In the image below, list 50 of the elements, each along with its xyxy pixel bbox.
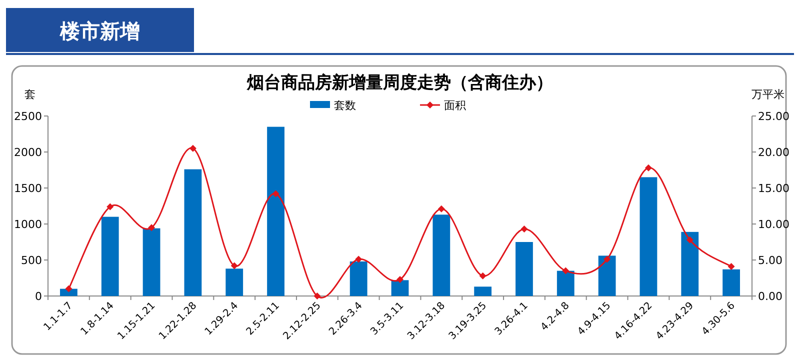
bar [226, 268, 244, 296]
point [479, 272, 486, 280]
point [230, 262, 238, 270]
legend-label: 面积 [444, 99, 466, 112]
y2-tick-label: 5.00 [758, 254, 782, 267]
bar [722, 269, 740, 296]
point [562, 267, 570, 274]
point [644, 164, 652, 172]
bar [640, 177, 658, 296]
point [604, 256, 611, 263]
legend-label: 套数 [334, 99, 356, 112]
point [148, 224, 156, 232]
point [314, 292, 321, 300]
y2-tick-label: 0.00 [758, 290, 782, 303]
bar [142, 228, 160, 296]
y-tick-label: 1500 [14, 182, 42, 195]
bar [681, 232, 699, 296]
chart-title: 烟台商品房新增量周度走势（含商住办） [246, 73, 553, 93]
point [272, 190, 280, 198]
y2-tick-label: 10.00 [758, 218, 790, 231]
bar [350, 261, 368, 296]
y2-axis-title: 万平米 [752, 88, 784, 101]
point [686, 236, 694, 244]
bar [267, 126, 284, 296]
y-tick-label: 2000 [14, 146, 42, 159]
y2-tick-label: 25.00 [758, 110, 790, 123]
point [106, 203, 114, 210]
point [728, 262, 735, 270]
point [396, 276, 404, 283]
point [189, 144, 196, 152]
bar [556, 270, 574, 296]
point [438, 205, 445, 212]
y-tick-label: 500 [21, 254, 42, 267]
bar [101, 216, 119, 296]
y2-tick-label: 15.00 [758, 182, 790, 195]
point [65, 285, 72, 292]
y2-tick-label: 20.00 [758, 146, 790, 159]
y-tick-label: 0 [35, 290, 42, 303]
y-tick-label: 1000 [14, 218, 42, 231]
bar [391, 280, 409, 296]
y-tick-label: 2500 [14, 110, 42, 123]
bar [598, 256, 616, 296]
point [355, 256, 362, 263]
point [520, 226, 528, 233]
y-axis-title: 套 [24, 88, 36, 101]
bar [474, 286, 492, 296]
bar [184, 169, 202, 296]
bar [432, 214, 450, 296]
text: 楼市新增 [59, 19, 140, 43]
bar [516, 242, 533, 296]
